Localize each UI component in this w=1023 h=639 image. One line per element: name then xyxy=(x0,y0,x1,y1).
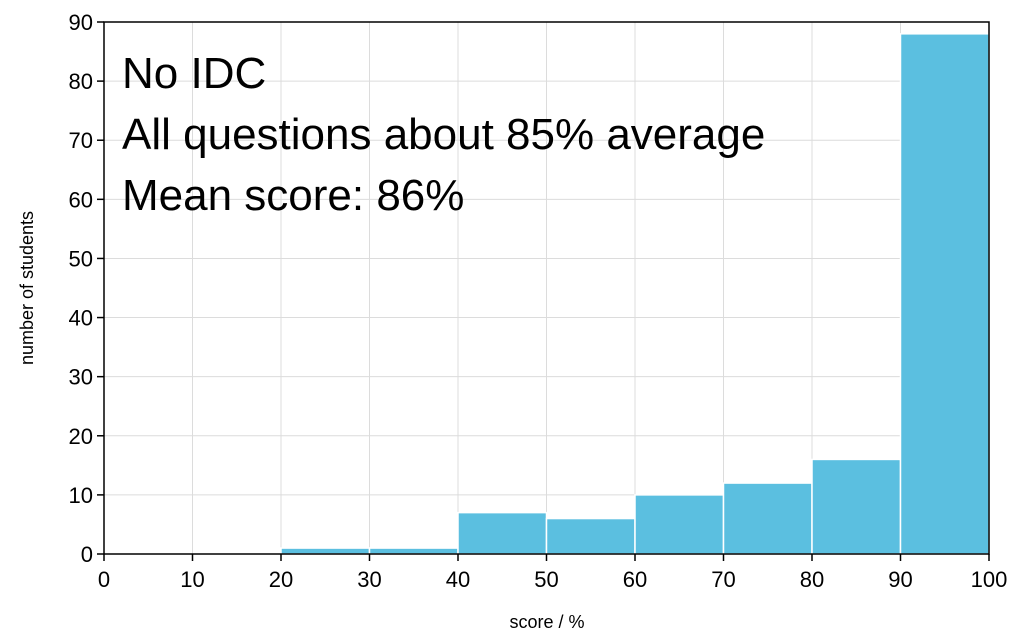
x-tick-label: 50 xyxy=(534,567,558,592)
histogram-bar xyxy=(457,511,548,555)
x-tick-label: 80 xyxy=(800,567,824,592)
x-tick-label: 0 xyxy=(98,567,110,592)
x-tick-label: 90 xyxy=(888,567,912,592)
x-tick-label: 40 xyxy=(446,567,470,592)
histogram-bar xyxy=(634,494,725,555)
annotation-line-2: All questions about 85% average xyxy=(122,110,765,159)
histogram-bar xyxy=(811,458,902,555)
y-tick-label: 90 xyxy=(69,10,93,35)
y-tick-label: 60 xyxy=(69,187,93,212)
y-tick-label: 20 xyxy=(69,424,93,449)
x-tick-label: 20 xyxy=(269,567,293,592)
histogram-bar xyxy=(368,547,459,555)
y-tick-label: 70 xyxy=(69,128,93,153)
histogram-bar xyxy=(280,547,371,555)
histogram-bar xyxy=(899,33,990,555)
annotation-line-1: No IDC xyxy=(122,49,266,98)
x-tick-label: 70 xyxy=(711,567,735,592)
y-tick-label: 80 xyxy=(69,69,93,94)
x-tick-label: 60 xyxy=(623,567,647,592)
bars-group xyxy=(280,33,990,555)
ticks-group: 0 10 20 30 40 50 60 70 80 90 100 0 10 20 30 40 50 60 70 80 9… xyxy=(69,10,1008,592)
y-tick-label: 30 xyxy=(69,365,93,390)
x-tick-label: 100 xyxy=(971,567,1008,592)
x-tick-label: 10 xyxy=(180,567,204,592)
x-axis-label: score / % xyxy=(509,612,584,632)
y-tick-label: 10 xyxy=(69,483,93,508)
y-axis-label: number of students xyxy=(17,211,37,365)
y-tick-label: 50 xyxy=(69,246,93,271)
histogram-bar xyxy=(722,482,813,555)
histogram-bar xyxy=(545,517,636,555)
annotation-line-3: Mean score: 86% xyxy=(122,171,464,220)
y-tick-label: 0 xyxy=(81,542,93,567)
x-tick-label: 30 xyxy=(357,567,381,592)
y-tick-label: 40 xyxy=(69,306,93,331)
